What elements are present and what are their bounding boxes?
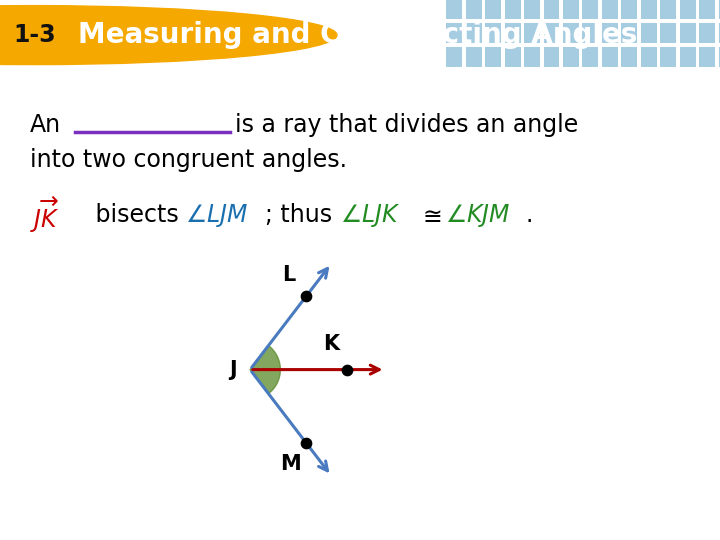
- Text: L: L: [282, 265, 295, 285]
- Bar: [466, 47, 482, 66]
- Bar: [582, 23, 598, 43]
- Bar: [602, 47, 618, 66]
- Circle shape: [0, 5, 337, 65]
- Text: Holt McDougal Geometry: Holt McDougal Geometry: [18, 512, 202, 527]
- Text: into two congruent angles.: into two congruent angles.: [30, 148, 347, 172]
- Bar: [544, 47, 559, 66]
- Bar: [660, 0, 676, 19]
- Bar: [719, 47, 720, 66]
- Text: $\angle LJM$: $\angle LJM$: [185, 202, 248, 229]
- Text: Measuring and Constructing Angles: Measuring and Constructing Angles: [78, 21, 637, 49]
- Text: J: J: [230, 360, 237, 380]
- Bar: [641, 23, 657, 43]
- Bar: [680, 47, 696, 66]
- Text: K: K: [323, 334, 339, 354]
- Bar: [602, 23, 618, 43]
- Text: $\angle LJK$: $\angle LJK$: [340, 202, 400, 229]
- Bar: [582, 47, 598, 66]
- Bar: [563, 47, 579, 66]
- Text: 1-3: 1-3: [13, 23, 56, 47]
- Bar: [641, 0, 657, 19]
- Text: M: M: [280, 454, 301, 474]
- Bar: [621, 47, 637, 66]
- Bar: [524, 47, 540, 66]
- Text: $\cong$: $\cong$: [418, 203, 442, 227]
- Bar: [680, 0, 696, 19]
- Bar: [466, 23, 482, 43]
- Bar: [544, 23, 559, 43]
- Bar: [680, 23, 696, 43]
- Bar: [641, 47, 657, 66]
- Bar: [446, 23, 462, 43]
- Point: [342, 365, 354, 374]
- Bar: [582, 0, 598, 19]
- Bar: [524, 23, 540, 43]
- Bar: [505, 23, 521, 43]
- Bar: [719, 0, 720, 19]
- Bar: [466, 0, 482, 19]
- Bar: [563, 23, 579, 43]
- Point: [300, 292, 312, 300]
- Bar: [524, 0, 540, 19]
- Text: .: .: [525, 203, 532, 227]
- Bar: [602, 0, 618, 19]
- Bar: [621, 0, 637, 19]
- Point: [300, 439, 312, 448]
- Text: ; thus: ; thus: [265, 203, 340, 227]
- Text: An: An: [30, 113, 61, 137]
- Text: Copyright © by Holt Mc Dougal. All Rights Reserved.: Copyright © by Holt Mc Dougal. All Right…: [431, 515, 706, 525]
- Text: $\angle KJM$: $\angle KJM$: [445, 202, 510, 229]
- Bar: [699, 0, 715, 19]
- Bar: [621, 23, 637, 43]
- Wedge shape: [250, 346, 280, 394]
- Bar: [660, 47, 676, 66]
- Bar: [505, 47, 521, 66]
- Bar: [485, 23, 501, 43]
- Bar: [485, 0, 501, 19]
- Text: is a ray that divides an angle: is a ray that divides an angle: [235, 113, 578, 137]
- Bar: [446, 47, 462, 66]
- Bar: [446, 0, 462, 19]
- Bar: [699, 23, 715, 43]
- Bar: [544, 0, 559, 19]
- Bar: [485, 47, 501, 66]
- Text: $\overrightarrow{JK}$: $\overrightarrow{JK}$: [30, 195, 60, 235]
- Bar: [660, 23, 676, 43]
- Text: bisects: bisects: [88, 203, 186, 227]
- Bar: [719, 23, 720, 43]
- Bar: [563, 0, 579, 19]
- Bar: [505, 0, 521, 19]
- Bar: [699, 47, 715, 66]
